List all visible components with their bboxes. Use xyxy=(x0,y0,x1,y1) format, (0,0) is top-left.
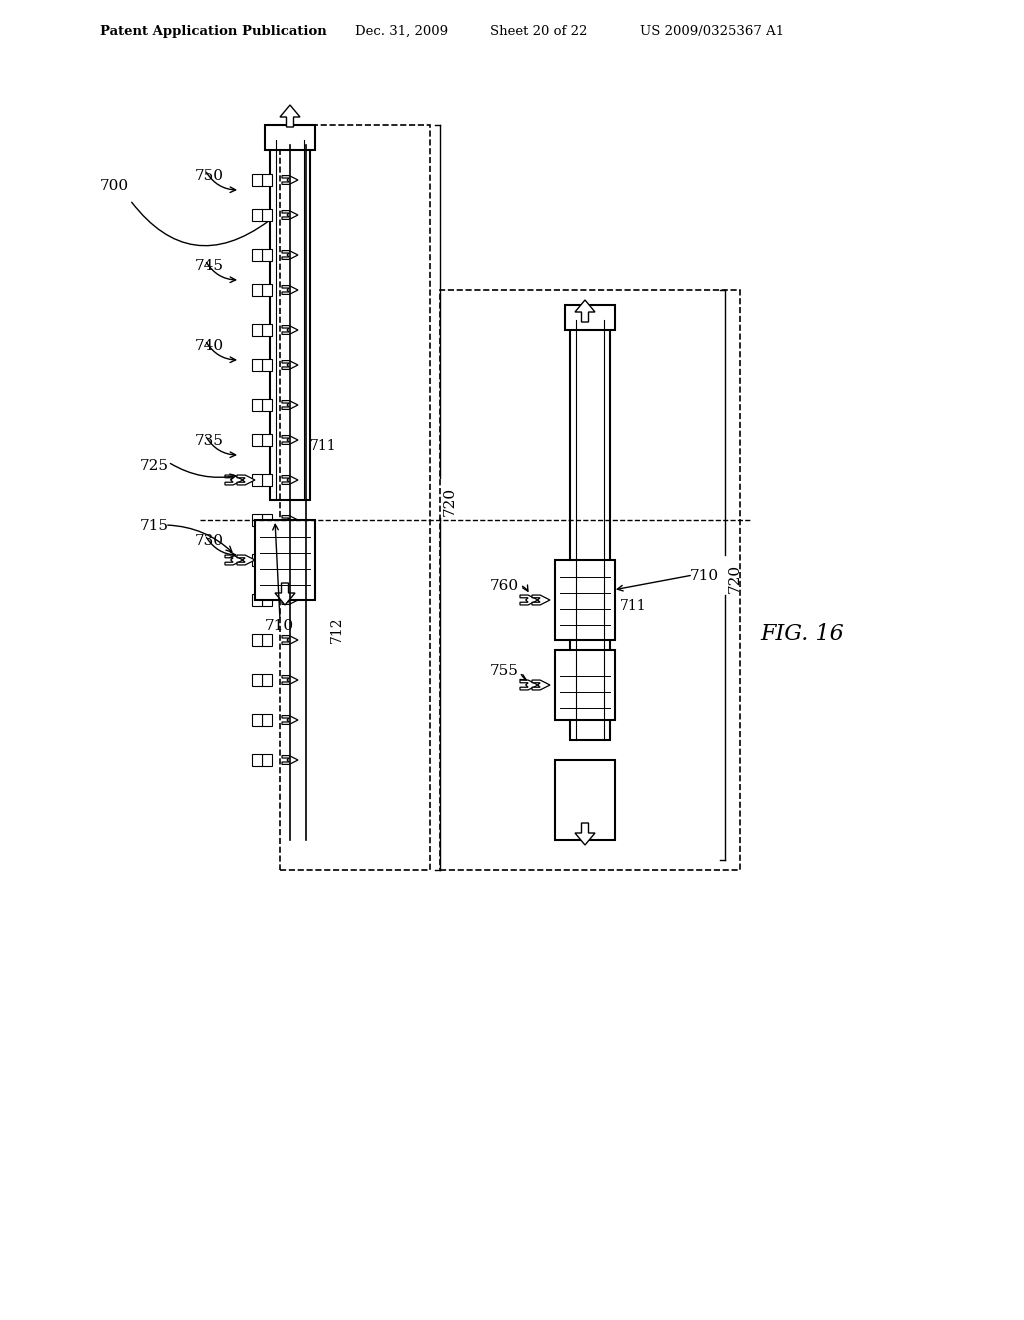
Polygon shape xyxy=(282,755,298,764)
Text: 700: 700 xyxy=(100,180,129,193)
Bar xyxy=(252,209,262,220)
Bar xyxy=(252,474,262,486)
Polygon shape xyxy=(282,676,298,684)
Bar xyxy=(280,125,430,870)
Polygon shape xyxy=(280,106,300,127)
Text: 745: 745 xyxy=(195,259,224,273)
Bar xyxy=(262,249,272,261)
Bar xyxy=(262,714,272,726)
Bar xyxy=(252,399,262,411)
Polygon shape xyxy=(282,715,298,725)
Polygon shape xyxy=(282,436,298,445)
Polygon shape xyxy=(282,636,298,644)
Bar xyxy=(262,474,272,486)
Bar xyxy=(252,634,262,645)
Bar xyxy=(252,174,262,186)
Polygon shape xyxy=(225,475,243,484)
Bar xyxy=(262,754,272,766)
Bar xyxy=(565,305,615,330)
Bar xyxy=(262,594,272,606)
Polygon shape xyxy=(237,554,255,565)
Text: 711: 711 xyxy=(620,599,646,612)
Text: FIG. 16: FIG. 16 xyxy=(760,623,844,645)
Text: 712: 712 xyxy=(330,616,344,643)
Bar xyxy=(252,594,262,606)
Bar xyxy=(262,554,272,566)
Text: 760: 760 xyxy=(490,579,519,593)
Bar xyxy=(555,560,615,640)
Polygon shape xyxy=(282,176,298,185)
Text: 720: 720 xyxy=(728,564,742,593)
Bar xyxy=(262,675,272,686)
Text: US 2009/0325367 A1: US 2009/0325367 A1 xyxy=(640,25,784,38)
Bar xyxy=(262,513,272,525)
Polygon shape xyxy=(282,400,298,409)
Bar xyxy=(262,634,272,645)
Polygon shape xyxy=(575,822,595,845)
Polygon shape xyxy=(282,475,298,484)
Bar xyxy=(255,520,315,601)
Text: Patent Application Publication: Patent Application Publication xyxy=(100,25,327,38)
Bar xyxy=(252,675,262,686)
Polygon shape xyxy=(282,285,298,294)
Bar xyxy=(262,174,272,186)
Bar xyxy=(265,125,315,150)
Polygon shape xyxy=(282,595,298,605)
Text: 715: 715 xyxy=(140,519,169,533)
Bar xyxy=(252,434,262,446)
Bar xyxy=(262,209,272,220)
Polygon shape xyxy=(282,251,298,260)
Bar xyxy=(262,359,272,371)
Text: Dec. 31, 2009: Dec. 31, 2009 xyxy=(355,25,449,38)
Bar xyxy=(252,249,262,261)
Text: 711: 711 xyxy=(310,440,337,453)
Text: 735: 735 xyxy=(195,434,224,447)
Text: 740: 740 xyxy=(195,339,224,352)
Bar xyxy=(262,323,272,337)
Polygon shape xyxy=(282,211,298,219)
Bar xyxy=(252,714,262,726)
Bar xyxy=(262,399,272,411)
Bar xyxy=(252,284,262,296)
Text: 755: 755 xyxy=(490,664,519,678)
Bar xyxy=(252,323,262,337)
Polygon shape xyxy=(282,516,298,524)
Text: 720: 720 xyxy=(443,486,457,516)
Text: 710: 710 xyxy=(265,619,294,634)
Polygon shape xyxy=(237,475,255,484)
Bar xyxy=(252,754,262,766)
Polygon shape xyxy=(225,554,243,565)
Bar xyxy=(570,319,610,741)
Text: 730: 730 xyxy=(195,535,224,548)
Polygon shape xyxy=(282,360,298,370)
Bar xyxy=(270,140,310,500)
Bar xyxy=(440,290,740,870)
Polygon shape xyxy=(275,583,295,605)
Polygon shape xyxy=(532,680,550,690)
Bar xyxy=(262,284,272,296)
Text: 710: 710 xyxy=(690,569,719,583)
Polygon shape xyxy=(532,595,550,605)
Polygon shape xyxy=(282,326,298,334)
Bar xyxy=(252,554,262,566)
Bar xyxy=(252,513,262,525)
Polygon shape xyxy=(282,556,298,565)
Bar xyxy=(555,649,615,719)
Bar xyxy=(555,760,615,840)
Polygon shape xyxy=(520,680,538,690)
Bar xyxy=(262,434,272,446)
Polygon shape xyxy=(520,595,538,605)
Text: 750: 750 xyxy=(195,169,224,183)
Polygon shape xyxy=(575,300,595,322)
Text: Sheet 20 of 22: Sheet 20 of 22 xyxy=(490,25,588,38)
Bar xyxy=(252,359,262,371)
Text: 725: 725 xyxy=(140,459,169,473)
